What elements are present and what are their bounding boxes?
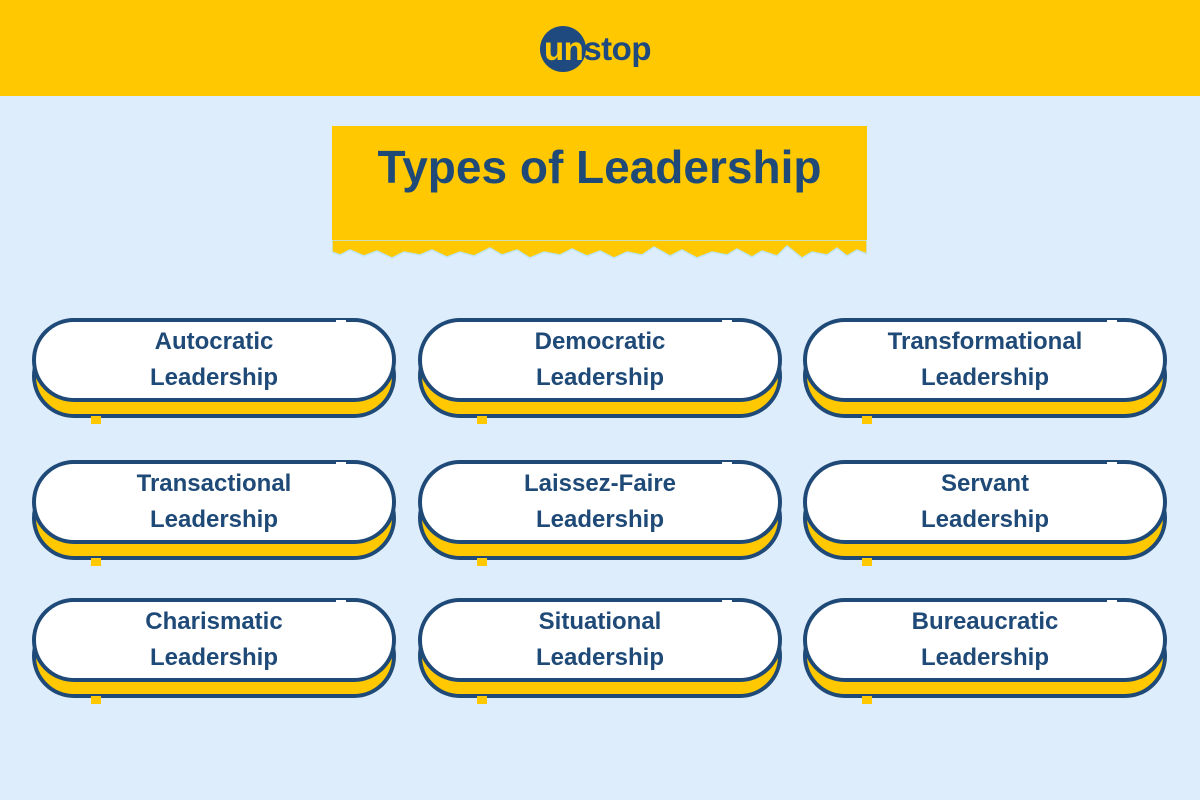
logo-circle-icon [540,26,586,72]
leadership-type-card: Democratic Leadership [418,318,782,424]
leadership-type-card: Transformational Leadership [803,318,1167,424]
card-label-line1: Democratic [534,328,666,355]
header-bar: unstop [0,0,1200,96]
card-label-line2: Leadership [920,506,1050,533]
card-label-line1: Charismatic [145,608,283,635]
card-face: Servant Leadership [803,460,1167,544]
card-label-line1: Autocratic [154,328,274,355]
card-face: Charismatic Leadership [32,598,396,682]
leadership-type-card: Laissez-Faire Leadership [418,460,782,566]
title-banner [332,126,867,246]
card-label-line2: Leadership [535,506,665,533]
card-face: Bureaucratic Leadership [803,598,1167,682]
card-label-line2: Leadership [920,364,1050,391]
card-face: Laissez-Faire Leadership [418,460,782,544]
leadership-type-card: Situational Leadership [418,598,782,704]
card-label-line2: Leadership [149,644,279,671]
card-label-line2: Leadership [920,644,1050,671]
page-title: Types of Leadership [377,141,822,193]
card-label-line1: Laissez-Faire [523,470,677,497]
card-face: Situational Leadership [418,598,782,682]
card-label-line1: Transactional [136,470,292,497]
card-label-line2: Leadership [535,364,665,391]
card-label-line1: Bureaucratic [911,608,1059,635]
card-face: Democratic Leadership [418,318,782,402]
leadership-type-card: Charismatic Leadership [32,598,396,704]
logo-text-stop: stop [583,30,651,67]
card-label-line1: Servant [940,470,1030,497]
card-face: Transactional Leadership [32,460,396,544]
unstop-logo: unstop [540,26,651,72]
card-label-line2: Leadership [149,364,279,391]
card-label-line1: Transformational [887,328,1083,355]
leadership-type-card: Bureaucratic Leadership [803,598,1167,704]
card-label-line2: Leadership [535,644,665,671]
leadership-type-card: Autocratic Leadership [32,318,396,424]
leadership-type-card: Servant Leadership [803,460,1167,566]
card-label-line1: Situational [538,608,662,635]
card-label-line2: Leadership [149,506,279,533]
card-face: Autocratic Leadership [32,318,396,402]
logo-text-un: un [544,30,584,67]
torn-edge-decoration [332,240,867,259]
leadership-type-card: Transactional Leadership [32,460,396,566]
card-face: Transformational Leadership [803,318,1167,402]
